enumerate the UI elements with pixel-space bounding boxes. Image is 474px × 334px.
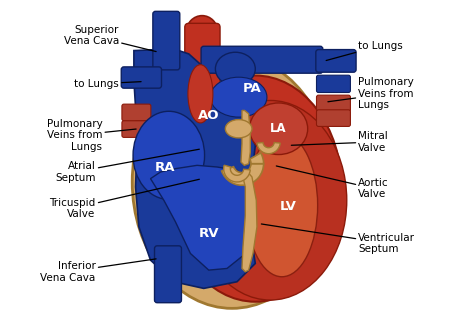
Ellipse shape bbox=[210, 77, 267, 117]
Ellipse shape bbox=[169, 75, 342, 302]
Wedge shape bbox=[250, 153, 264, 164]
Polygon shape bbox=[242, 170, 257, 272]
Text: Ventricular
Septum: Ventricular Septum bbox=[261, 224, 415, 254]
Text: Atrial
Septum: Atrial Septum bbox=[55, 149, 200, 183]
Text: to Lungs: to Lungs bbox=[74, 79, 141, 89]
FancyBboxPatch shape bbox=[185, 23, 220, 105]
FancyBboxPatch shape bbox=[122, 104, 151, 121]
Ellipse shape bbox=[133, 111, 205, 199]
Ellipse shape bbox=[188, 65, 213, 123]
Text: Pulmonary
Veins from
Lungs: Pulmonary Veins from Lungs bbox=[46, 119, 136, 152]
Text: Superior
Vena Cava: Superior Vena Cava bbox=[64, 25, 156, 51]
Text: RA: RA bbox=[155, 161, 176, 173]
FancyBboxPatch shape bbox=[122, 121, 151, 137]
FancyBboxPatch shape bbox=[317, 110, 350, 127]
Wedge shape bbox=[222, 164, 264, 185]
Text: Aortic
Valve: Aortic Valve bbox=[276, 166, 389, 199]
Text: to Lungs: to Lungs bbox=[326, 41, 403, 60]
Polygon shape bbox=[134, 49, 255, 288]
Wedge shape bbox=[257, 143, 280, 154]
FancyBboxPatch shape bbox=[317, 95, 350, 112]
Polygon shape bbox=[241, 111, 250, 165]
FancyBboxPatch shape bbox=[201, 46, 323, 73]
FancyBboxPatch shape bbox=[155, 246, 182, 303]
Text: Inferior
Vena Cava: Inferior Vena Cava bbox=[40, 259, 156, 283]
Text: LA: LA bbox=[270, 122, 287, 135]
Text: LV: LV bbox=[280, 200, 297, 213]
Text: AO: AO bbox=[198, 109, 219, 122]
Ellipse shape bbox=[215, 52, 255, 86]
Ellipse shape bbox=[246, 134, 318, 277]
Text: RV: RV bbox=[199, 227, 219, 240]
Ellipse shape bbox=[132, 55, 332, 308]
Ellipse shape bbox=[225, 120, 252, 138]
FancyBboxPatch shape bbox=[121, 67, 162, 88]
FancyBboxPatch shape bbox=[317, 75, 350, 93]
Ellipse shape bbox=[186, 16, 218, 49]
Wedge shape bbox=[224, 165, 250, 182]
FancyBboxPatch shape bbox=[316, 49, 356, 72]
Polygon shape bbox=[151, 165, 252, 270]
Ellipse shape bbox=[249, 103, 308, 155]
Text: Pulmonary
Veins from
Lungs: Pulmonary Veins from Lungs bbox=[328, 77, 414, 111]
Text: Mitral
Valve: Mitral Valve bbox=[292, 131, 388, 153]
Text: Tricuspid
Valve: Tricuspid Valve bbox=[49, 179, 200, 219]
Ellipse shape bbox=[194, 101, 347, 300]
FancyBboxPatch shape bbox=[153, 11, 180, 70]
Text: PA: PA bbox=[243, 82, 261, 95]
